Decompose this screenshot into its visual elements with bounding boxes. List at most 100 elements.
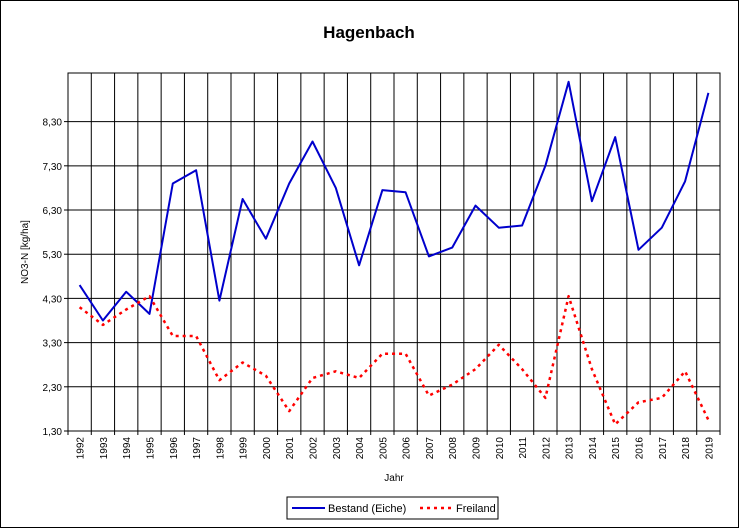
y-tick-label: 2,30 <box>43 383 63 394</box>
data-point <box>707 92 709 94</box>
data-point <box>218 379 220 381</box>
data-point <box>78 306 80 308</box>
data-point <box>591 200 593 202</box>
data-point <box>241 198 243 200</box>
data-point <box>148 295 150 297</box>
data-point <box>358 377 360 379</box>
data-point <box>498 226 500 228</box>
legend: Bestand (Eiche) Freiland <box>286 496 499 520</box>
data-point <box>288 182 290 184</box>
x-tick-label: 1996 <box>169 437 180 460</box>
x-tick-label: 2013 <box>565 437 576 460</box>
data-point <box>661 226 663 228</box>
data-point <box>591 368 593 370</box>
data-point <box>218 299 220 301</box>
data-point <box>148 313 150 315</box>
data-point <box>265 375 267 377</box>
series-line-freiland <box>78 294 710 426</box>
data-point <box>661 397 663 399</box>
x-tick-label: 2011 <box>518 437 529 459</box>
x-tick-label: 2000 <box>262 437 273 460</box>
data-point <box>637 249 639 251</box>
data-point <box>381 352 383 354</box>
data-point <box>451 383 453 385</box>
x-tick-label: 2014 <box>588 437 599 460</box>
x-tick-label: 2019 <box>704 437 715 460</box>
x-tick-label: 2017 <box>658 437 669 460</box>
y-tick-label: 1,30 <box>43 427 63 438</box>
data-point <box>404 352 406 354</box>
x-axis-label: Jahr <box>384 473 404 484</box>
x-tick-label: 1998 <box>215 437 226 460</box>
data-point <box>335 187 337 189</box>
data-point <box>428 255 430 257</box>
x-tick-label: 2006 <box>402 437 413 460</box>
y-tick-label: 3,30 <box>43 339 63 350</box>
y-axis-label: NO3-N [kg/ha] <box>20 220 31 284</box>
x-tick-label: 1992 <box>76 437 87 460</box>
x-axis-tick-labels: 1992 1993 1994 1995 1996 1997 1998 1999 2000 2001… <box>76 437 716 460</box>
data-point <box>451 246 453 248</box>
data-point <box>381 189 383 191</box>
data-point <box>102 319 104 321</box>
x-tick-label: 2009 <box>472 437 483 460</box>
data-point <box>195 335 197 337</box>
x-tick-label: 1993 <box>99 437 110 460</box>
data-point <box>102 324 104 326</box>
data-point <box>544 165 546 167</box>
x-tick-label: 2005 <box>378 437 389 460</box>
x-tick-label: 2010 <box>495 437 506 460</box>
x-tick-label: 2004 <box>355 437 366 460</box>
data-point <box>311 140 313 142</box>
x-tick-label: 2015 <box>611 437 622 460</box>
data-point <box>637 401 639 403</box>
data-point <box>358 264 360 266</box>
data-point <box>404 191 406 193</box>
data-point <box>474 204 476 206</box>
legend-label-freiland: Freiland <box>456 503 496 515</box>
y-tick-label: 6,30 <box>43 206 63 217</box>
data-point <box>311 377 313 379</box>
data-point <box>265 238 267 240</box>
data-point <box>195 169 197 171</box>
data-point <box>614 423 616 425</box>
data-point <box>707 419 709 421</box>
y-tick-label: 5,30 <box>43 250 63 261</box>
x-tick-label: 1995 <box>146 437 157 460</box>
x-tick-label: 2018 <box>681 437 692 460</box>
data-point <box>125 291 127 293</box>
data-point <box>288 410 290 412</box>
data-point <box>521 368 523 370</box>
data-point <box>614 136 616 138</box>
data-point <box>684 180 686 182</box>
legend-label-bestand: Bestand (Eiche) <box>328 503 406 515</box>
y-tick-label: 8,30 <box>43 118 63 129</box>
x-tick-label: 1999 <box>239 437 250 460</box>
data-point <box>498 344 500 346</box>
legend-box <box>286 496 499 520</box>
x-tick-label: 2008 <box>448 437 459 460</box>
data-point <box>172 335 174 337</box>
data-point <box>474 368 476 370</box>
x-tick-label: 2012 <box>541 437 552 460</box>
x-tick-label: 1997 <box>192 437 203 460</box>
data-point <box>428 394 430 396</box>
x-tick-label: 2003 <box>332 437 343 460</box>
data-point <box>521 224 523 226</box>
data-point <box>172 182 174 184</box>
data-point <box>241 361 243 363</box>
x-tick-label: 2001 <box>285 437 296 460</box>
y-tick-label: 4,30 <box>43 294 63 305</box>
data-point <box>567 81 569 83</box>
x-tick-label: 2002 <box>309 437 320 460</box>
y-tick-label: 7,30 <box>43 162 63 173</box>
data-point <box>125 308 127 310</box>
x-tick-label: 2016 <box>635 437 646 460</box>
x-tick-label: 2007 <box>425 437 436 460</box>
data-point <box>335 370 337 372</box>
y-axis-tick-labels: 1,30 2,30 3,30 4,30 5,30 6,30 7,30 8,30 <box>43 118 63 438</box>
series-layer <box>78 80 710 426</box>
data-point <box>544 397 546 399</box>
x-tick-label: 1994 <box>122 437 133 460</box>
